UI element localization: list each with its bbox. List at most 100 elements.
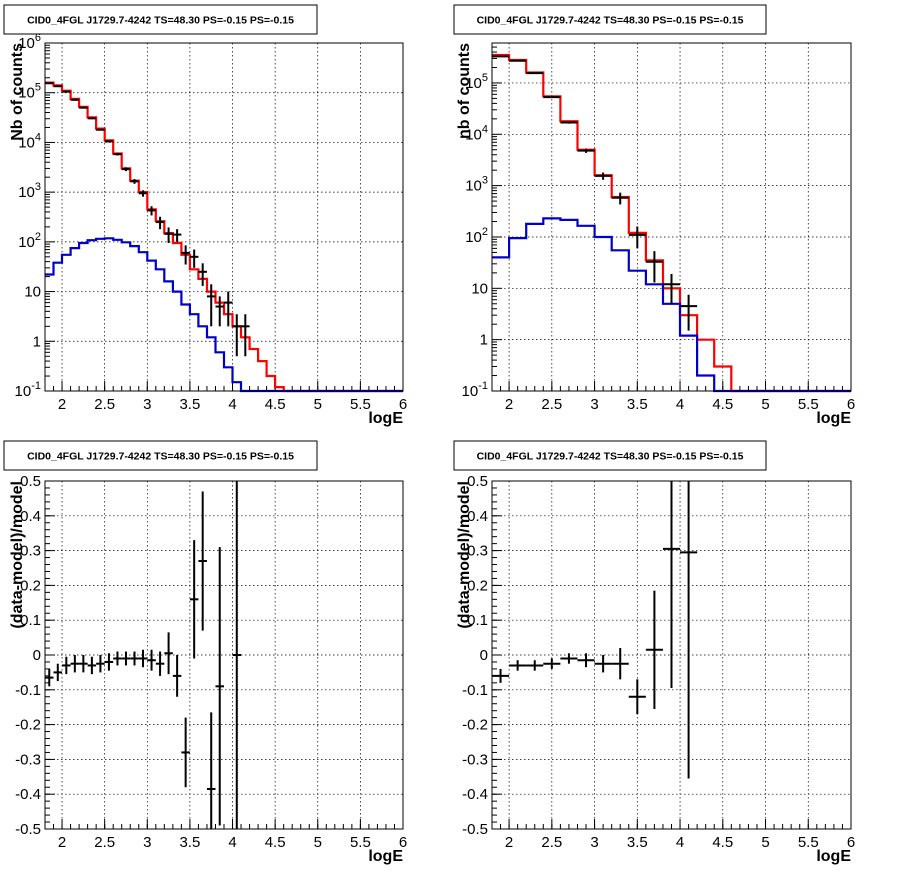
data-point — [113, 651, 122, 666]
data-point — [662, 481, 681, 689]
x-axis-label: logE — [368, 848, 403, 865]
y-tick-label: -0.5 — [462, 821, 488, 838]
data-point — [198, 263, 207, 286]
data-point — [87, 656, 97, 675]
chart-title: CID0_4FGL J1729.7-4242 TS=48.30 PS=-0.15… — [477, 451, 744, 463]
y-tick-label: -0.4 — [462, 786, 488, 803]
y-tick-label: 0.1 — [20, 612, 41, 629]
data-point — [215, 547, 224, 826]
x-axis-label: logE — [816, 410, 851, 427]
data-point — [492, 55, 510, 58]
data-point — [155, 651, 165, 676]
x-tick-label: 6 — [399, 396, 407, 413]
data-point — [543, 658, 561, 669]
data-point — [172, 655, 182, 697]
x-tick-label: 6 — [847, 396, 855, 413]
data-point — [181, 717, 190, 788]
y-tick-label: 0 — [33, 647, 41, 664]
y-tick-label: -0.1 — [15, 682, 41, 699]
data-point — [121, 167, 131, 172]
data-point — [130, 651, 139, 666]
data-point — [628, 679, 646, 715]
y-axis-label: (data-model)/model — [9, 481, 26, 629]
x-tick-label: 4 — [676, 396, 684, 413]
y-tick-label: -0.2 — [462, 717, 488, 734]
data-point — [138, 649, 148, 668]
data-point — [155, 216, 165, 230]
x-tick-label: 5 — [761, 396, 769, 413]
data-point — [70, 655, 80, 673]
y-tick-label: 10-1 — [462, 380, 488, 400]
data-point — [232, 314, 242, 357]
x-tick-label: 4 — [228, 396, 236, 413]
x-tick-label: 3.5 — [179, 396, 200, 413]
plot-frame — [491, 480, 852, 830]
y-tick-label: 1 — [33, 333, 41, 350]
data-point — [241, 314, 250, 357]
chart-panel-top-right: CID0_4FGL J1729.7-4242 TS=48.30 PS=-0.15… — [453, 4, 855, 427]
x-axis-label: logE — [816, 848, 851, 865]
chart-title-box — [3, 4, 318, 35]
data-point — [232, 481, 242, 829]
data-point — [189, 540, 199, 659]
data-point — [70, 98, 80, 101]
x-tick-label: 4 — [228, 834, 236, 851]
y-tick-label: 105 — [18, 82, 41, 102]
chart-panel-top-left: CID0_4FGL J1729.7-4242 TS=48.30 PS=-0.15… — [3, 4, 407, 427]
y-tick-label: 103 — [465, 175, 488, 195]
data-point — [62, 656, 71, 675]
x-tick-label: 4.5 — [265, 834, 286, 851]
y-tick-label: -0.5 — [15, 821, 41, 838]
data-point — [181, 245, 190, 265]
y-tick-label: 0.1 — [467, 612, 488, 629]
data-point — [628, 226, 646, 249]
x-tick-label: 3 — [143, 834, 151, 851]
y-tick-label: 104 — [465, 123, 488, 143]
y-tick-label: -0.3 — [462, 751, 488, 768]
y-tick-label: 0.4 — [467, 508, 488, 525]
chart-panel-bottom-left: CID0_4FGL J1729.7-4242 TS=48.30 PS=-0.15… — [3, 440, 407, 865]
x-tick-label: 5.5 — [798, 396, 819, 413]
data-point — [492, 668, 510, 683]
y-tick-label: -0.2 — [15, 717, 41, 734]
data-point — [138, 190, 148, 197]
y-tick-label: 10 — [471, 280, 488, 297]
y-tick-label: 0.3 — [20, 543, 41, 560]
y-tick-label: 0.4 — [20, 508, 41, 525]
y-tick-label: 10 — [24, 284, 41, 301]
data-point — [645, 590, 663, 709]
data-point — [680, 481, 698, 779]
data-point — [79, 106, 88, 109]
data-point — [509, 660, 527, 671]
y-axis-label: Nb of counts — [9, 43, 26, 141]
y-tick-label: 0 — [480, 647, 488, 664]
x-tick-label: 5 — [314, 834, 322, 851]
y-tick-label: -0.1 — [462, 682, 488, 699]
x-axis-label: logE — [368, 410, 403, 427]
data-point — [87, 117, 97, 120]
x-tick-label: 4.5 — [265, 396, 286, 413]
data-point — [172, 229, 182, 242]
y-tick-label: 106 — [18, 32, 41, 52]
plot-area — [45, 43, 403, 391]
data-point — [594, 655, 612, 673]
y-tick-label: 105 — [465, 72, 488, 92]
plot-area — [492, 43, 851, 391]
x-tick-label: 2 — [58, 834, 66, 851]
x-tick-label: 2.5 — [94, 834, 115, 851]
x-tick-label: 5 — [761, 834, 769, 851]
chart-title-box — [453, 440, 767, 471]
x-tick-label: 2.5 — [541, 396, 562, 413]
data-point — [543, 96, 561, 99]
chart-title: CID0_4FGL J1729.7-4242 TS=48.30 PS=-0.15… — [477, 15, 744, 27]
x-tick-label: 3.5 — [179, 834, 200, 851]
data-point — [509, 59, 527, 62]
x-tick-label: 2.5 — [94, 396, 115, 413]
x-tick-label: 6 — [399, 834, 407, 851]
y-tick-label: 0.5 — [467, 473, 488, 490]
x-tick-label: 2 — [505, 834, 513, 851]
y-tick-label: 104 — [18, 131, 41, 151]
chart-panel-bottom-right: CID0_4FGL J1729.7-4242 TS=48.30 PS=-0.15… — [453, 440, 855, 865]
data-point — [594, 172, 612, 180]
